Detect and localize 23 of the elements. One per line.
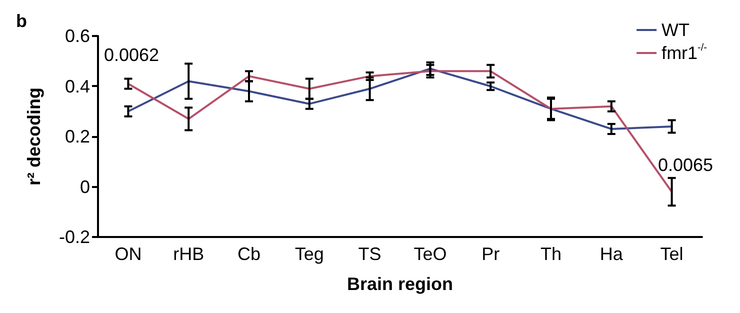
legend-label: fmr1-/-	[662, 42, 708, 63]
x-tick-label: Pr	[482, 244, 500, 264]
x-tick-label: Th	[540, 244, 562, 264]
x-tick-label: Teg	[294, 244, 324, 264]
x-tick-label: ON	[114, 244, 142, 264]
x-tick-label: TS	[358, 244, 382, 264]
y-tick-label: -0.2	[58, 227, 90, 247]
x-tick-label: rHB	[173, 244, 204, 264]
x-tick-label: Cb	[237, 244, 261, 264]
text: b	[16, 11, 27, 31]
annotation: 0.0065	[658, 155, 714, 175]
line-series	[127, 68, 673, 130]
y-tick-label: 0.4	[64, 76, 90, 96]
y-tick-label: 0.6	[64, 26, 90, 46]
y-tick-label: 0	[80, 176, 90, 197]
x-tick-label: Ha	[600, 244, 624, 264]
y-tick-label: 0.2	[64, 126, 90, 146]
x-tick-label: TeO	[414, 244, 447, 264]
annotation: 0.0062	[104, 45, 160, 65]
y-axis-title: r² decoding	[24, 88, 44, 186]
legend-label: WT	[662, 20, 690, 40]
x-axis-title: Brain region	[346, 274, 454, 294]
x-tick-label: Tel	[660, 244, 684, 264]
